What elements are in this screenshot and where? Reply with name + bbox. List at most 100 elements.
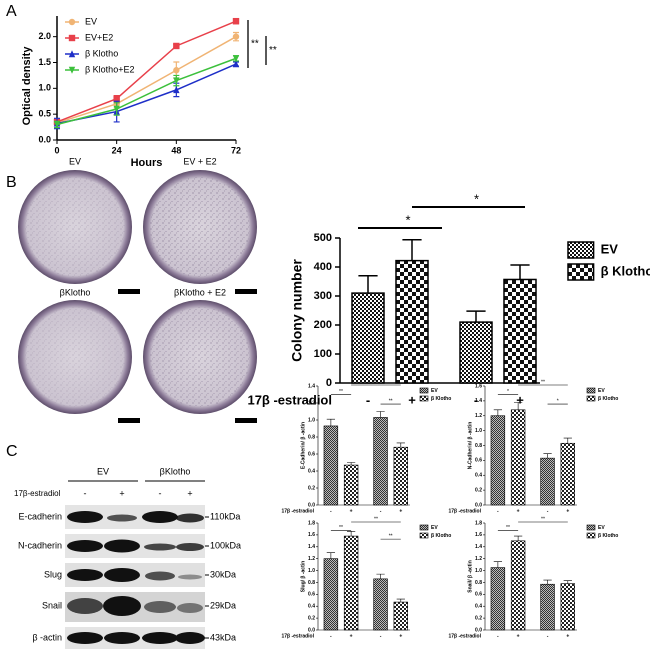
- significance: **: [541, 379, 545, 385]
- plate-image: [18, 300, 132, 414]
- y-tick-label: 300: [314, 290, 332, 302]
- y-tick-label: 0.8: [308, 434, 315, 440]
- plate-label: βKlotho + E2: [174, 287, 226, 297]
- point: [173, 86, 180, 94]
- bar: [510, 409, 526, 506]
- error-bar: [346, 531, 356, 537]
- y-tick-label: 1.5: [38, 57, 51, 67]
- group-label: EV: [97, 466, 109, 476]
- y-tick-label: 1.0: [475, 568, 482, 574]
- legend-marker: [68, 50, 76, 58]
- x-tick-label: +: [517, 508, 520, 514]
- y-tick-label: 0.2: [308, 615, 315, 621]
- legend-label: β Klotho: [598, 533, 618, 539]
- significance: **: [506, 525, 510, 531]
- bar: [560, 442, 576, 506]
- x-tick-label: -: [474, 392, 478, 407]
- legend-label: EV: [598, 388, 605, 394]
- legend-label: EV: [431, 388, 438, 394]
- error-bar: [402, 238, 422, 261]
- y-tick-label: 0.4: [475, 604, 482, 610]
- bar: [490, 415, 506, 506]
- bar: [490, 567, 506, 631]
- bar: [393, 446, 408, 506]
- significance: **: [251, 39, 259, 50]
- x-tick-label: +: [350, 508, 353, 514]
- error-bar: [513, 402, 523, 410]
- point: [232, 60, 240, 68]
- bar: [393, 601, 408, 631]
- scale-bar: [235, 418, 257, 423]
- significance: **: [339, 525, 343, 531]
- legend-label: β Klotho: [85, 48, 118, 58]
- x-tick-label: +: [566, 508, 569, 514]
- y-tick-label: 1.8: [475, 520, 482, 526]
- row-label: N-cadherin: [18, 540, 62, 550]
- error-bar: [346, 462, 356, 466]
- bar: [343, 535, 359, 631]
- x-tick-label: -: [497, 633, 499, 639]
- x-tick-label: 72: [231, 145, 241, 155]
- line: [56, 63, 237, 125]
- y-tick-label: 0.5: [38, 109, 51, 119]
- y-axis-label: Snail/ β -actin: [467, 560, 473, 593]
- significance: **: [541, 516, 545, 522]
- legend-swatch: [567, 263, 595, 281]
- y-tick-label: 0.4: [308, 604, 315, 610]
- line: [56, 36, 237, 124]
- error-bar: [376, 411, 385, 418]
- error-bar: [563, 437, 572, 444]
- legend-label: β Klotho: [431, 396, 451, 402]
- legend-swatch: [567, 241, 595, 259]
- plate-image: [143, 300, 257, 414]
- panel-label: B: [6, 174, 17, 191]
- bar: [323, 425, 339, 506]
- y-tick-label: 0: [326, 377, 332, 389]
- error-bar: [396, 442, 405, 448]
- legend-label: β Klotho+E2: [85, 64, 134, 74]
- x-tick-label: -: [380, 508, 382, 514]
- y-tick-label: 1.4: [308, 544, 315, 550]
- y-tick-label: 1.2: [475, 413, 482, 419]
- legend-label: EV: [431, 525, 438, 531]
- error-bar: [396, 598, 405, 603]
- significance: *: [474, 191, 479, 206]
- y-tick-label: 0.0: [38, 134, 51, 144]
- x-tick-label: 0: [54, 145, 59, 155]
- lane-label: -: [159, 488, 162, 498]
- y-tick-label: 0.6: [475, 458, 482, 464]
- y-tick-label: 1.4: [475, 544, 482, 550]
- bar: [510, 540, 526, 631]
- y-axis-label: E-Cadherin/ β -actin: [300, 422, 306, 469]
- plate-images: [18, 170, 257, 423]
- x-tick-label: -: [366, 392, 370, 407]
- group-label: βKlotho: [160, 466, 191, 476]
- plate-image: [18, 170, 132, 284]
- size-label: 43kDa: [210, 632, 236, 642]
- point: [232, 17, 240, 25]
- bar: [373, 578, 388, 631]
- x-tick-label: +: [399, 633, 402, 639]
- x-tick-label: 24: [112, 145, 122, 155]
- legend-label: β Klotho: [601, 263, 650, 278]
- size-label: 29kDa: [210, 600, 236, 610]
- point: [53, 121, 61, 129]
- x-axis-label: 17β -estradiol: [281, 633, 314, 639]
- legend-label: EV+E2: [85, 32, 113, 42]
- significance: *: [507, 389, 509, 395]
- y-tick-label: 1.0: [308, 568, 315, 574]
- error-bar: [493, 561, 503, 568]
- y-tick-label: 500: [314, 232, 332, 244]
- y-tick-label: 400: [314, 261, 332, 273]
- bar: [395, 259, 429, 384]
- treatment-label: 17β-estradiol: [14, 489, 61, 498]
- x-tick-label: -: [547, 633, 549, 639]
- error-bar: [510, 264, 530, 280]
- plate-label: βKlotho: [60, 287, 91, 297]
- point: [113, 105, 120, 113]
- x-tick-label: -: [547, 508, 549, 514]
- y-tick-label: 1.8: [308, 520, 315, 526]
- bar: [540, 583, 555, 631]
- size-label: 110kDa: [210, 511, 240, 521]
- point: [173, 42, 180, 50]
